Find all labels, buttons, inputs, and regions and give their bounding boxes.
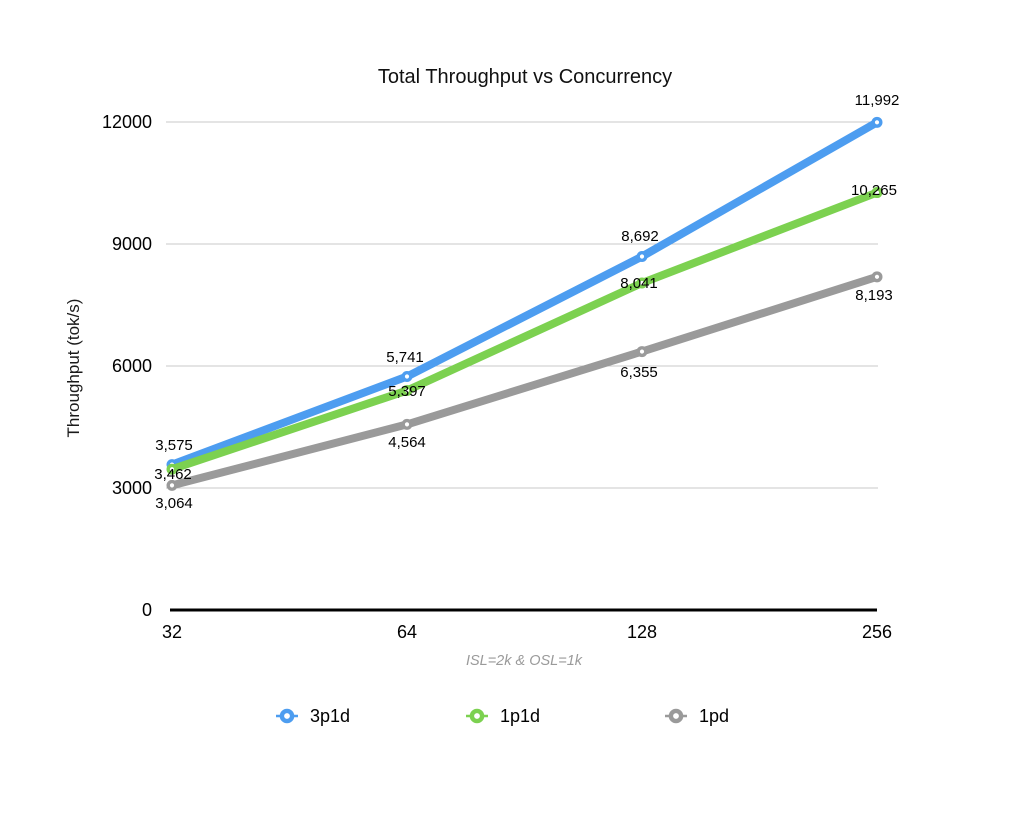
- legend-marker-icon-1p1d: [466, 708, 488, 724]
- data-point-marker-1p1d: [401, 385, 413, 397]
- series-line-1p1d: [168, 188, 881, 474]
- legend-item-3p1d: 3p1d: [276, 703, 350, 729]
- data-label-3p1d: 8,692: [621, 227, 659, 245]
- data-label-1pd: 4,564: [388, 434, 426, 452]
- legend-item-1pd: 1pd: [665, 703, 729, 729]
- data-point-marker-1p1d: [871, 187, 883, 199]
- data-point-marker-1pd: [871, 271, 883, 283]
- x-tick-label: 32: [161, 622, 183, 642]
- data-point-marker-1pd: [636, 346, 648, 358]
- data-label-1p1d: 10,265: [851, 181, 897, 199]
- y-tick-label: 3000: [111, 478, 152, 498]
- x-axis-subtitle: ISL=2k & OSL=1k: [465, 653, 583, 669]
- legend-marker-icon-1pd: [665, 708, 687, 724]
- data-point-marker-1p1d: [166, 463, 178, 475]
- x-tick-label: 64: [396, 622, 418, 642]
- y-tick-label: 6000: [111, 356, 152, 376]
- legend-label-1pd: 1pd: [699, 705, 730, 726]
- chart-title: Total Throughput vs Concurrency: [377, 66, 673, 88]
- y-tick-label: 12000: [101, 112, 152, 132]
- legend-label-3p1d: 3p1d: [310, 705, 351, 726]
- data-point-marker-1pd: [166, 479, 178, 491]
- series-line-3p1d: [168, 118, 881, 469]
- data-label-1pd: 8,193: [855, 286, 893, 304]
- series-line-1pd: [168, 272, 881, 490]
- data-label-1p1d: 5,397: [388, 382, 426, 400]
- data-label-1p1d: 8,041: [620, 274, 658, 292]
- data-label-3p1d: 3,575: [155, 436, 193, 454]
- data-point-marker-3p1d: [636, 251, 648, 263]
- data-label-3p1d: 11,992: [854, 92, 900, 110]
- data-point-marker-1p1d: [636, 277, 648, 289]
- data-label-1pd: 6,355: [620, 363, 658, 381]
- y-tick-label: 0: [141, 600, 152, 620]
- chart-legend: 3p1d 1p1d 1pd: [0, 703, 1032, 731]
- y-tick-label: 9000: [111, 234, 152, 254]
- data-label-1p1d: 3,462: [154, 466, 192, 484]
- data-point-marker-3p1d: [401, 371, 413, 383]
- x-tick-label: 256: [861, 622, 893, 642]
- legend-item-1p1d: 1p1d: [466, 703, 540, 729]
- x-tick-label: 128: [626, 622, 658, 642]
- data-label-3p1d: 5,741: [386, 348, 424, 366]
- data-label-1pd: 3,064: [155, 495, 193, 513]
- legend-label-1p1d: 1p1d: [500, 705, 541, 726]
- data-point-marker-3p1d: [871, 116, 883, 128]
- data-point-marker-1pd: [401, 418, 413, 430]
- legend-marker-icon-3p1d: [276, 708, 298, 724]
